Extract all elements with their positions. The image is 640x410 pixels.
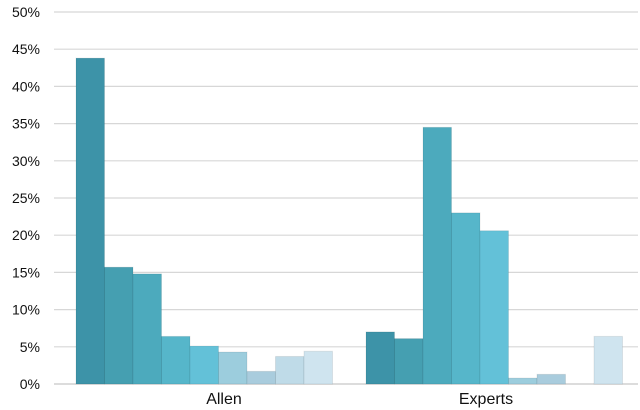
y-tick-label: 5% [20,339,40,355]
x-category-label: Allen [206,391,242,408]
bar-experts-2 [394,338,424,385]
bar-allen-9 [303,350,333,385]
y-tick-label: 25% [12,190,40,206]
y-tick-label: 30% [12,153,40,169]
bar-allen-4 [161,335,191,385]
y-tick-label: 40% [12,78,40,94]
bar-allen-8 [275,355,305,385]
bar-allen-7 [246,370,276,385]
bar-allen-5 [189,345,219,385]
bar-allen-2 [104,266,134,385]
bar-experts-9 [593,335,623,385]
y-tick-label: 0% [20,376,40,392]
bar-experts-4 [451,212,481,385]
labels-layer: 0% 5% 10% 15% 20% 25% 30% 35% 40% 45% 50% Allen Expe… [12,4,513,408]
bar-experts-3 [422,126,452,385]
y-tick-label: 20% [12,227,40,243]
bar-allen-3 [132,273,162,385]
bar-experts-7 [536,373,566,385]
bar-experts-1 [365,331,395,385]
y-tick-label: 50% [12,4,40,20]
bar-allen-6 [218,351,248,385]
y-tick-label: 45% [12,41,40,57]
bars-layer [75,57,623,385]
bar-allen-1 [75,57,105,385]
y-tick-label: 15% [12,264,40,280]
x-category-label: Experts [459,391,513,408]
y-tick-label: 35% [12,116,40,132]
y-tick-label: 10% [12,302,40,318]
bar-experts-5 [479,230,509,385]
bar-experts-6 [508,377,538,385]
